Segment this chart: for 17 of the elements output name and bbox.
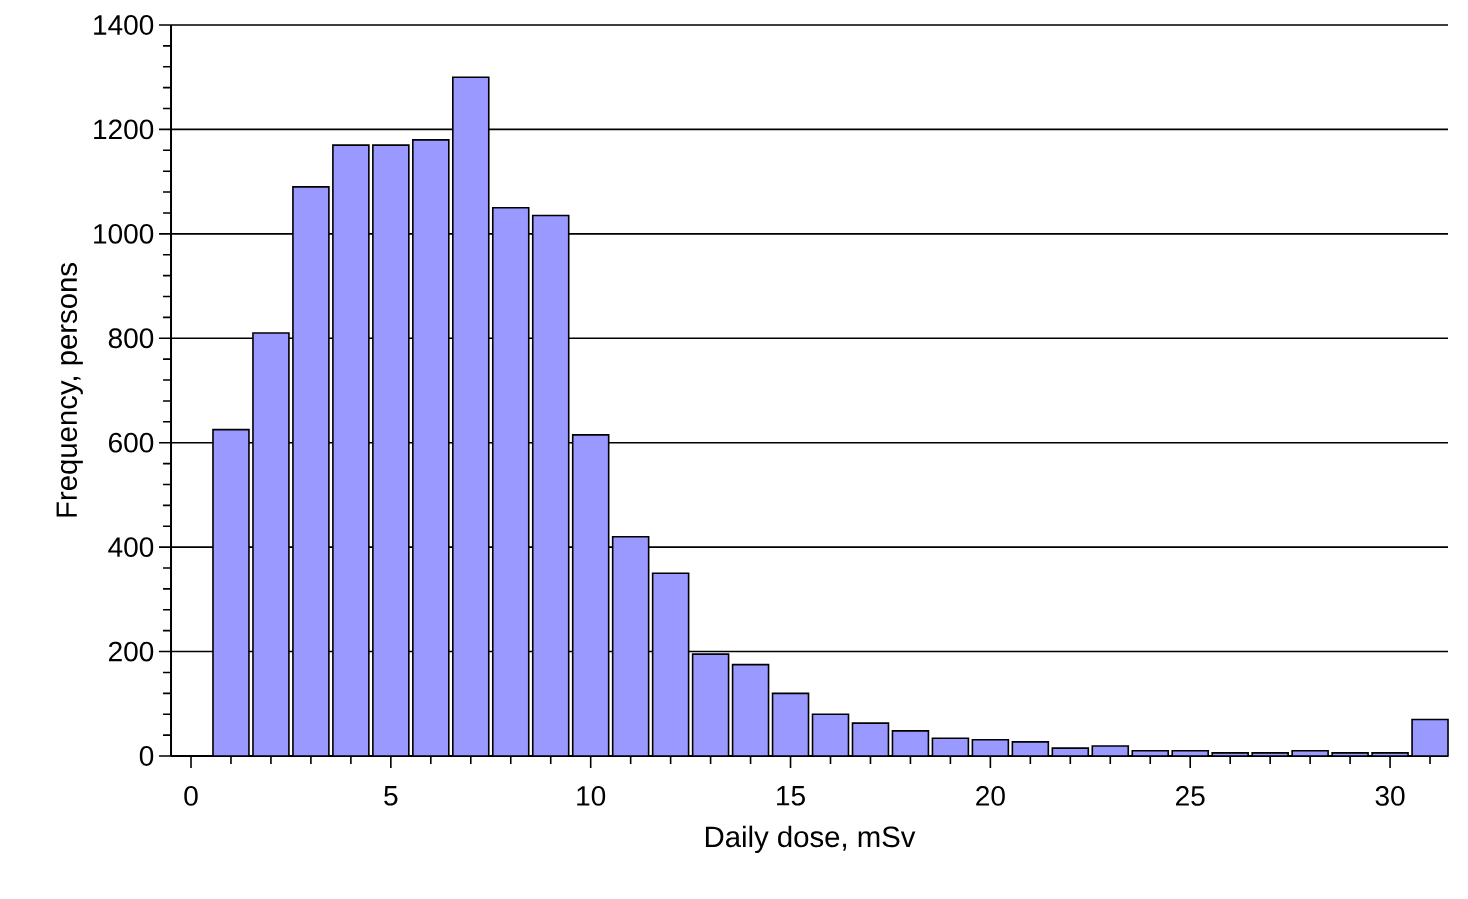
y-tick-label: 1400 (94, 15, 154, 35)
x-tick-label: 10 (577, 786, 606, 806)
x-tick-label: 0 (184, 786, 198, 806)
x-tick-label: 15 (777, 786, 805, 806)
y-tick-label: 0 (139, 746, 154, 766)
x-tick-label: 5 (384, 786, 398, 806)
x-tick-label: 25 (1176, 786, 1205, 806)
y-axis-title: Frequency, persons (56, 263, 83, 517)
y-tick-label: 1000 (94, 223, 154, 244)
y-tick-label: 200 (109, 641, 154, 662)
y-tick-label: 800 (108, 328, 154, 349)
x-tick-label: 20 (976, 786, 1005, 806)
y-tick-label: 600 (109, 432, 154, 453)
x-tick-label: 30 (1375, 786, 1405, 806)
y-tick-label: 1200 (94, 119, 154, 140)
y-tick-label: 400 (108, 537, 154, 558)
x-axis-title: Daily dose, mSv (705, 825, 916, 854)
